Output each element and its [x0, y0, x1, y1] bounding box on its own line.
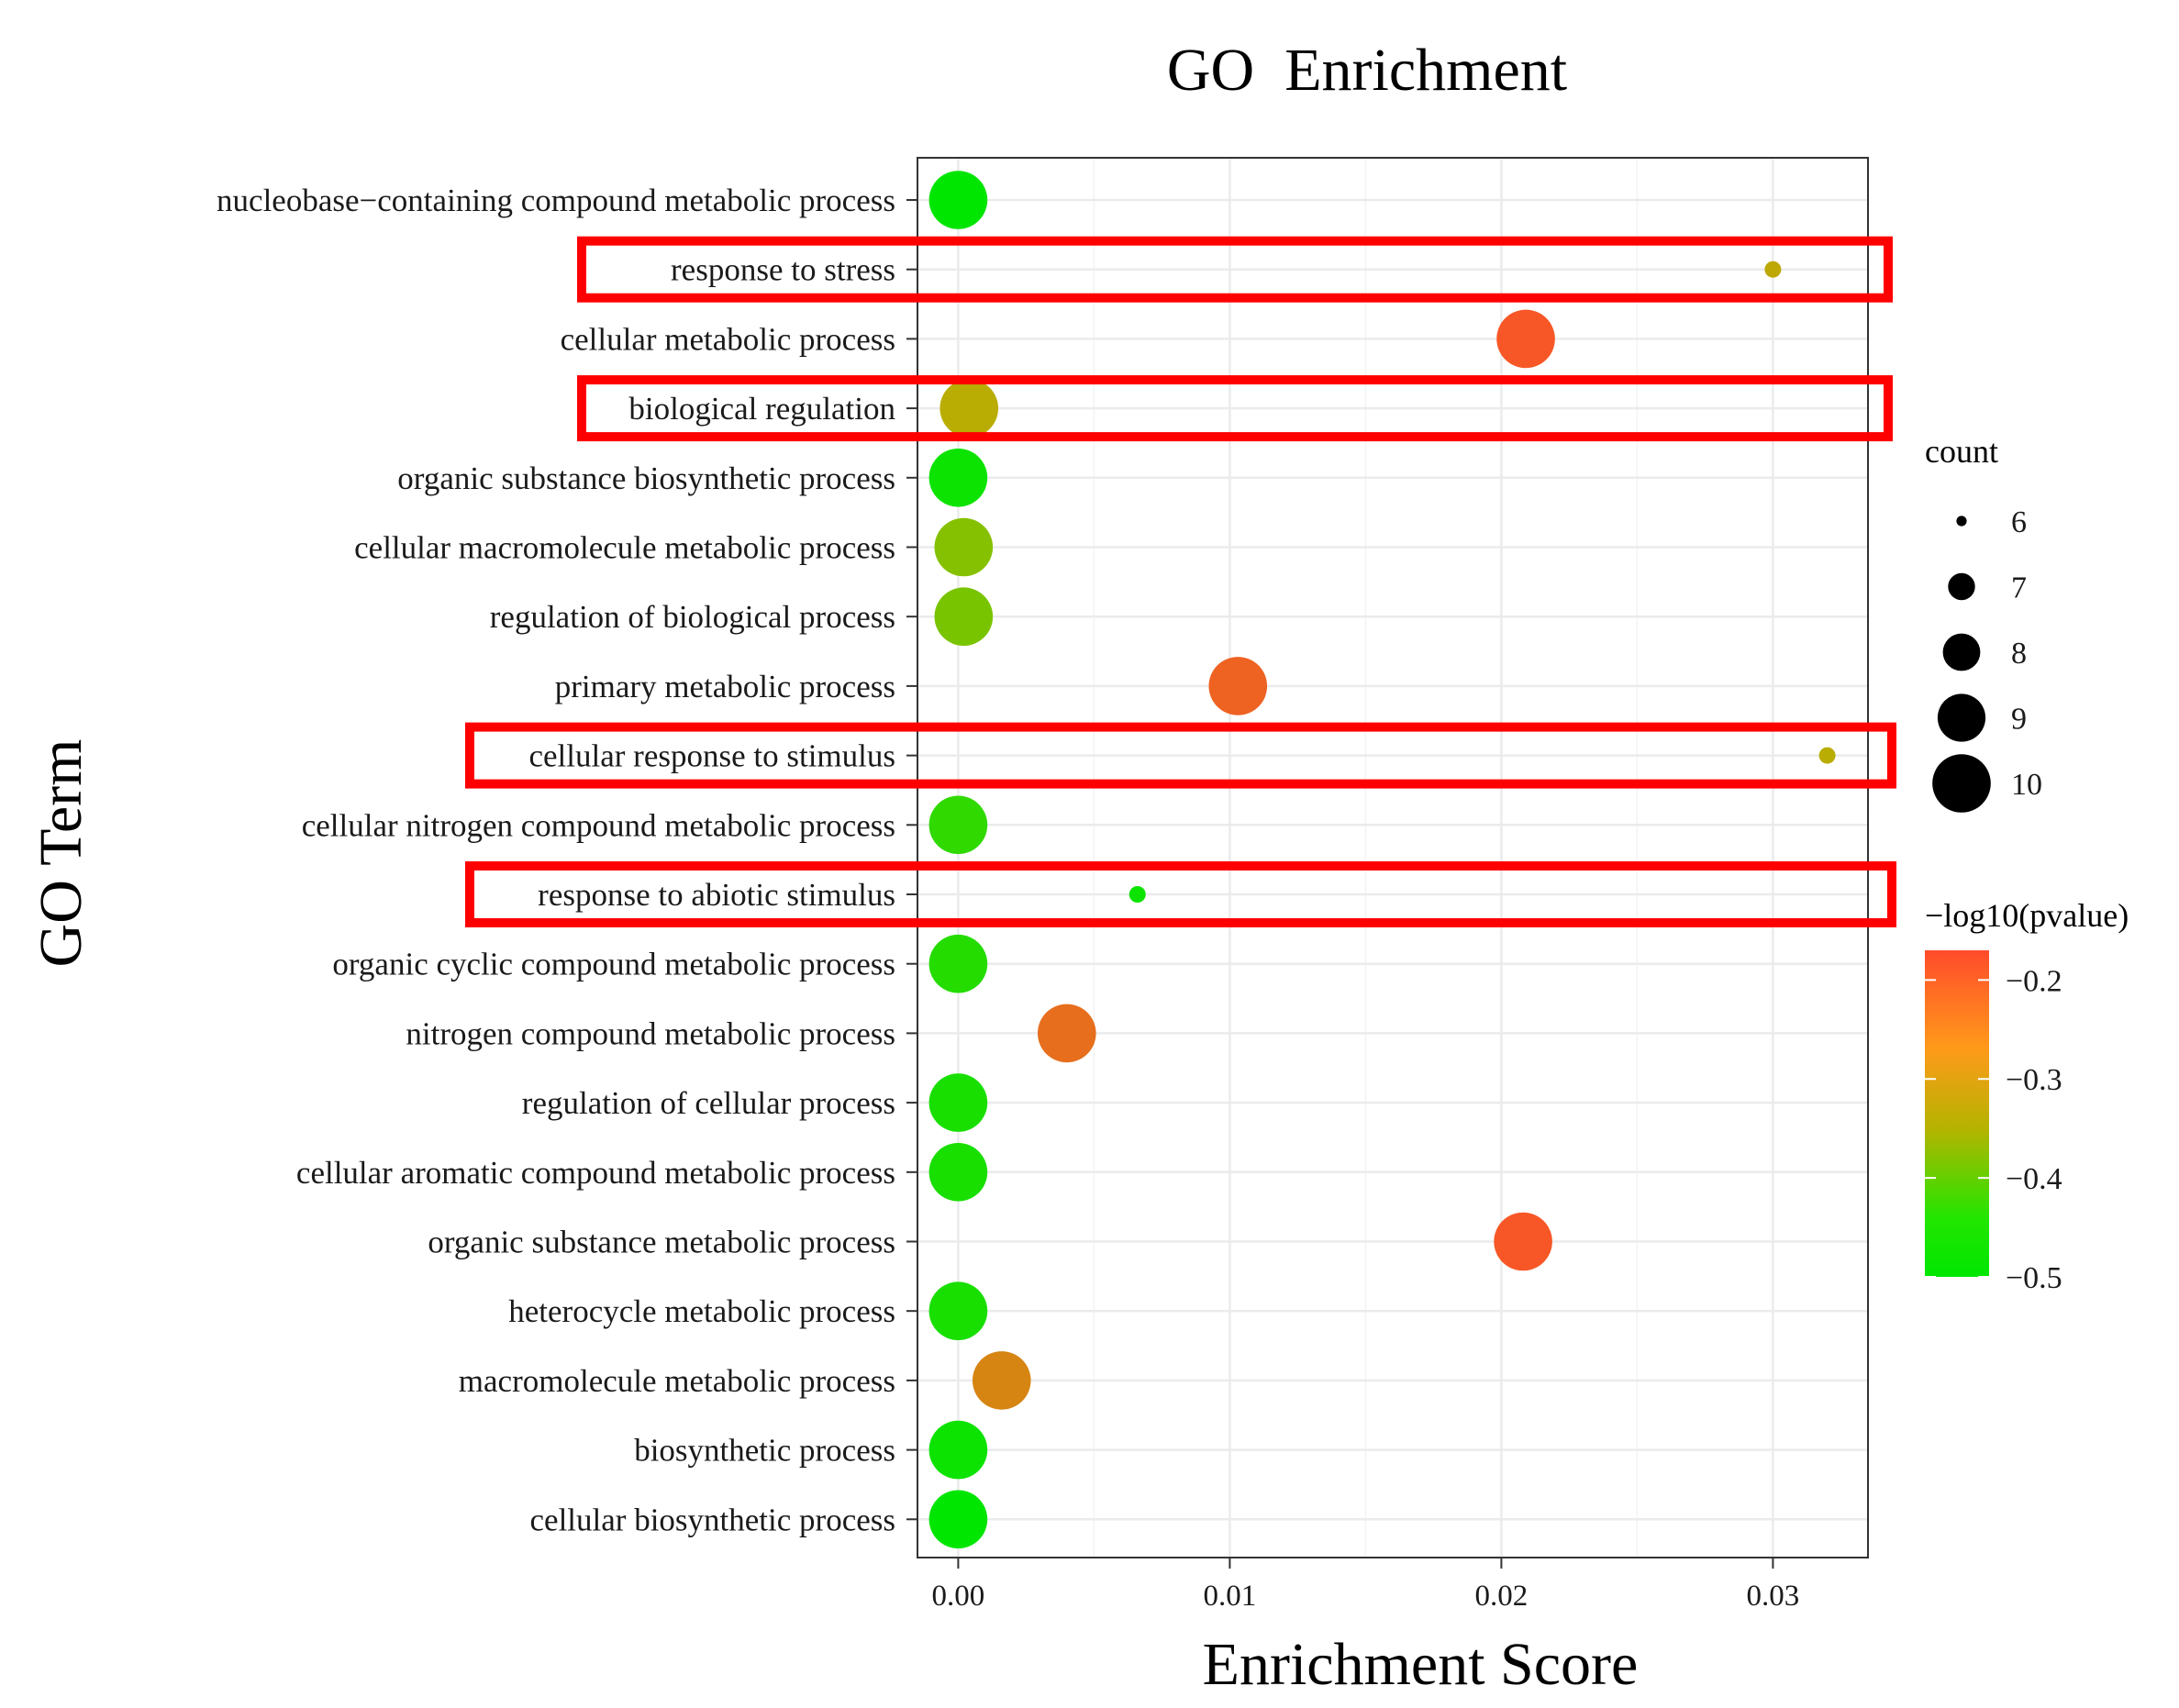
color-legend-title: −log10(pvalue) — [1925, 897, 2129, 934]
size-legend-dot — [1948, 572, 1975, 601]
y-tick-label: cellular aromatic compound metabolic pro… — [296, 1155, 895, 1191]
x-tick-label: 0.01 — [1204, 1580, 1257, 1613]
colorbar-tick-label: −0.5 — [2006, 1261, 2062, 1295]
size-legend-label: 6 — [2011, 505, 2027, 539]
y-tick-label: organic cyclic compound metabolic proces… — [332, 947, 895, 982]
x-tick-label: 0.00 — [932, 1580, 985, 1613]
data-point — [972, 1351, 1031, 1410]
data-point — [939, 379, 999, 438]
size-legend-label: 8 — [2011, 637, 2027, 671]
data-point — [1764, 261, 1782, 278]
size-legend-title: count — [1925, 433, 1998, 470]
highlight-box — [577, 236, 1893, 303]
data-point — [928, 449, 988, 507]
y-tick-label: nitrogen compound metabolic process — [406, 1015, 895, 1051]
plot-panel-background — [917, 158, 1868, 1558]
y-tick-label: response to abiotic stimulus — [538, 877, 895, 913]
data-point — [1496, 309, 1555, 369]
y-tick-label: response to stress — [671, 252, 895, 288]
data-point — [1128, 886, 1146, 903]
y-tick-label: cellular response to stimulus — [528, 738, 895, 774]
color-legend: −log10(pvalue) −0.2 −0.3 −0.4 −0.5 — [1925, 897, 2129, 1295]
y-tick-label: nucleobase−containing compound metabolic… — [217, 183, 895, 218]
size-legend-items: 6 7 8 9 10 — [1932, 505, 2042, 813]
size-legend-dot — [1942, 633, 1981, 671]
x-tick-label: 0.03 — [1747, 1580, 1800, 1613]
size-legend-label: 7 — [2011, 571, 2027, 605]
colorbar — [1925, 950, 1989, 1277]
y-axis-title: GO Term — [28, 739, 94, 968]
y-tick-label: primary metabolic process — [555, 669, 895, 704]
data-point — [1038, 1004, 1096, 1063]
size-legend-dot — [1956, 516, 1967, 527]
data-point — [928, 1490, 988, 1549]
colorbar-ticks: −0.2 −0.3 −0.4 −0.5 — [1925, 964, 2062, 1295]
highlight-box — [577, 375, 1893, 442]
data-points — [928, 171, 1836, 1549]
x-axis-title: Enrichment Score — [1203, 1631, 1639, 1698]
chart-title: GO Enrichment — [1167, 37, 1567, 104]
data-point — [928, 171, 988, 229]
data-point — [1208, 657, 1268, 715]
colorbar-tick-label: −0.4 — [2006, 1162, 2062, 1196]
data-point — [1818, 747, 1836, 764]
y-tick-label: regulation of biological process — [490, 599, 895, 635]
x-tick-label: 0.02 — [1475, 1580, 1529, 1613]
data-point — [934, 587, 994, 646]
y-tick-label: biosynthetic process — [634, 1433, 895, 1469]
y-tick-label: organic substance metabolic process — [428, 1225, 895, 1260]
y-tick-label: macromolecule metabolic process — [459, 1363, 895, 1399]
size-legend-label: 9 — [2011, 703, 2027, 737]
colorbar-tick-label: −0.3 — [2006, 1063, 2062, 1097]
highlight-box — [465, 722, 1896, 789]
y-tick-label: cellular nitrogen compound metabolic pro… — [302, 807, 895, 843]
size-legend-label: 10 — [2011, 768, 2042, 802]
y-tick-label: cellular biosynthetic process — [530, 1502, 895, 1537]
colorbar-tick-label: −0.2 — [2006, 964, 2062, 998]
x-axis: 0.00 0.01 0.02 0.03 — [932, 1558, 1800, 1613]
highlight-box — [465, 861, 1896, 927]
size-legend-dot — [1932, 754, 1991, 813]
y-tick-label: organic substance biosynthetic process — [397, 460, 895, 496]
data-point — [928, 934, 988, 993]
data-point — [928, 795, 988, 855]
data-point — [934, 517, 994, 577]
grid-lines — [917, 158, 1868, 1558]
data-point — [928, 1420, 988, 1480]
data-point — [1494, 1212, 1552, 1271]
data-point — [928, 1073, 988, 1132]
y-tick-label: cellular metabolic process — [561, 321, 895, 357]
plot-panel-border — [917, 157, 1869, 1558]
y-tick-label: regulation of cellular process — [522, 1085, 895, 1121]
y-tick-label: biological regulation — [628, 391, 895, 427]
y-axis: nucleobase−containing compound metabolic… — [217, 183, 917, 1537]
data-point — [928, 1143, 988, 1202]
size-legend: count 6 7 8 9 10 — [1925, 433, 2042, 813]
y-tick-label: heterocycle metabolic process — [508, 1293, 895, 1329]
axes: nucleobase−containing compound metabolic… — [217, 183, 1799, 1613]
size-legend-dot — [1937, 693, 1986, 742]
y-tick-label: cellular macromolecule metabolic process — [354, 530, 895, 566]
highlight-boxes — [465, 236, 1896, 927]
data-point — [928, 1281, 988, 1340]
plot-panel — [917, 157, 1869, 1558]
